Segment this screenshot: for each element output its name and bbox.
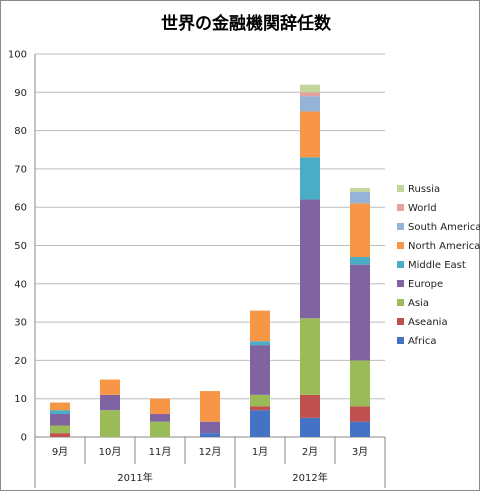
bar-segment bbox=[150, 421, 170, 437]
legend-swatch bbox=[397, 337, 404, 344]
chart-title: 世界の金融機関辞任数 bbox=[161, 13, 332, 34]
bar-segment bbox=[250, 394, 270, 407]
legend-label: World bbox=[408, 203, 437, 214]
legend-label: Aseania bbox=[408, 317, 448, 328]
bar-segment bbox=[300, 394, 320, 418]
bar-segment bbox=[350, 406, 370, 422]
bar-segment bbox=[250, 406, 270, 411]
legend-swatch bbox=[397, 280, 404, 287]
bar-segment bbox=[100, 410, 120, 437]
bar-segment bbox=[300, 84, 320, 93]
bar-segment bbox=[300, 111, 320, 158]
bar-segment bbox=[50, 402, 70, 411]
legend-label: Asia bbox=[408, 298, 429, 309]
axes: 0 10 20 30 40 50 60 70 80 90 100 9月 10月 11月 12月 1月 2月 3月 2… bbox=[8, 50, 386, 488]
legend-label: South America bbox=[408, 222, 480, 233]
y-tick-label: 90 bbox=[14, 88, 27, 99]
legend-label: Africa bbox=[408, 336, 437, 347]
y-tick-label: 100 bbox=[8, 50, 27, 61]
bars bbox=[50, 84, 370, 437]
bar-segment bbox=[350, 256, 370, 265]
bar-segment bbox=[250, 410, 270, 437]
bar-segment bbox=[150, 414, 170, 422]
bar-segment bbox=[50, 414, 70, 426]
x-tick-label: 9月 bbox=[52, 446, 68, 458]
legend-swatch bbox=[397, 299, 404, 306]
bar-segment bbox=[200, 421, 220, 434]
y-tick-label: 40 bbox=[14, 279, 27, 290]
bar-segment bbox=[300, 417, 320, 437]
bar-segment bbox=[50, 433, 70, 437]
y-tick-label: 10 bbox=[14, 394, 27, 405]
x-tick-label: 2月 bbox=[302, 446, 318, 458]
bar-segment bbox=[250, 341, 270, 346]
bar-segment bbox=[350, 191, 370, 204]
legend-swatch bbox=[397, 185, 404, 192]
bar-segment bbox=[350, 203, 370, 257]
bar-segment bbox=[100, 394, 120, 411]
x-tick-label: 1月 bbox=[252, 446, 268, 458]
y-tick-label: 80 bbox=[14, 126, 27, 137]
bar-segment bbox=[150, 398, 170, 415]
bar-segment bbox=[350, 264, 370, 361]
bar-segment bbox=[350, 360, 370, 407]
bar-segment bbox=[50, 425, 70, 434]
x-tick-label: 12月 bbox=[199, 446, 222, 458]
bar-segment bbox=[200, 433, 220, 437]
bar-segment bbox=[250, 310, 270, 342]
bar-segment bbox=[300, 157, 320, 200]
legend-label: Middle East bbox=[408, 260, 466, 271]
x-year-label: 2011年 bbox=[117, 471, 152, 484]
bar-segment bbox=[300, 318, 320, 395]
x-tick-label: 11月 bbox=[149, 446, 172, 458]
bar-segment bbox=[300, 92, 320, 97]
y-tick-label: 30 bbox=[14, 318, 27, 329]
bar-segment bbox=[350, 188, 370, 192]
bar-segment bbox=[350, 421, 370, 437]
bar-segment bbox=[300, 96, 320, 112]
legend-swatch bbox=[397, 242, 404, 249]
y-tick-label: 50 bbox=[14, 241, 27, 252]
legend-label: Russia bbox=[408, 184, 440, 195]
y-tick-label: 60 bbox=[14, 203, 27, 214]
x-tick-label: 3月 bbox=[352, 446, 368, 458]
legend-swatch bbox=[397, 223, 404, 230]
y-tick-label: 0 bbox=[21, 433, 27, 444]
legend: Russia World South America North America Mid… bbox=[397, 184, 480, 347]
gridlines bbox=[35, 53, 385, 438]
bar-segment bbox=[50, 410, 70, 415]
bar-segment bbox=[300, 199, 320, 319]
x-tick-label: 10月 bbox=[99, 446, 122, 458]
y-tick-label: 70 bbox=[14, 164, 27, 175]
legend-label: North America bbox=[408, 241, 480, 252]
legend-swatch bbox=[397, 318, 404, 325]
y-tick-label: 20 bbox=[14, 356, 27, 367]
legend-label: Europe bbox=[408, 279, 443, 290]
bar-segment bbox=[250, 345, 270, 395]
bar-segment bbox=[200, 391, 220, 422]
x-year-label: 2012年 bbox=[292, 471, 327, 484]
legend-swatch bbox=[397, 261, 404, 268]
bar-segment bbox=[100, 379, 120, 395]
legend-swatch bbox=[397, 204, 404, 211]
